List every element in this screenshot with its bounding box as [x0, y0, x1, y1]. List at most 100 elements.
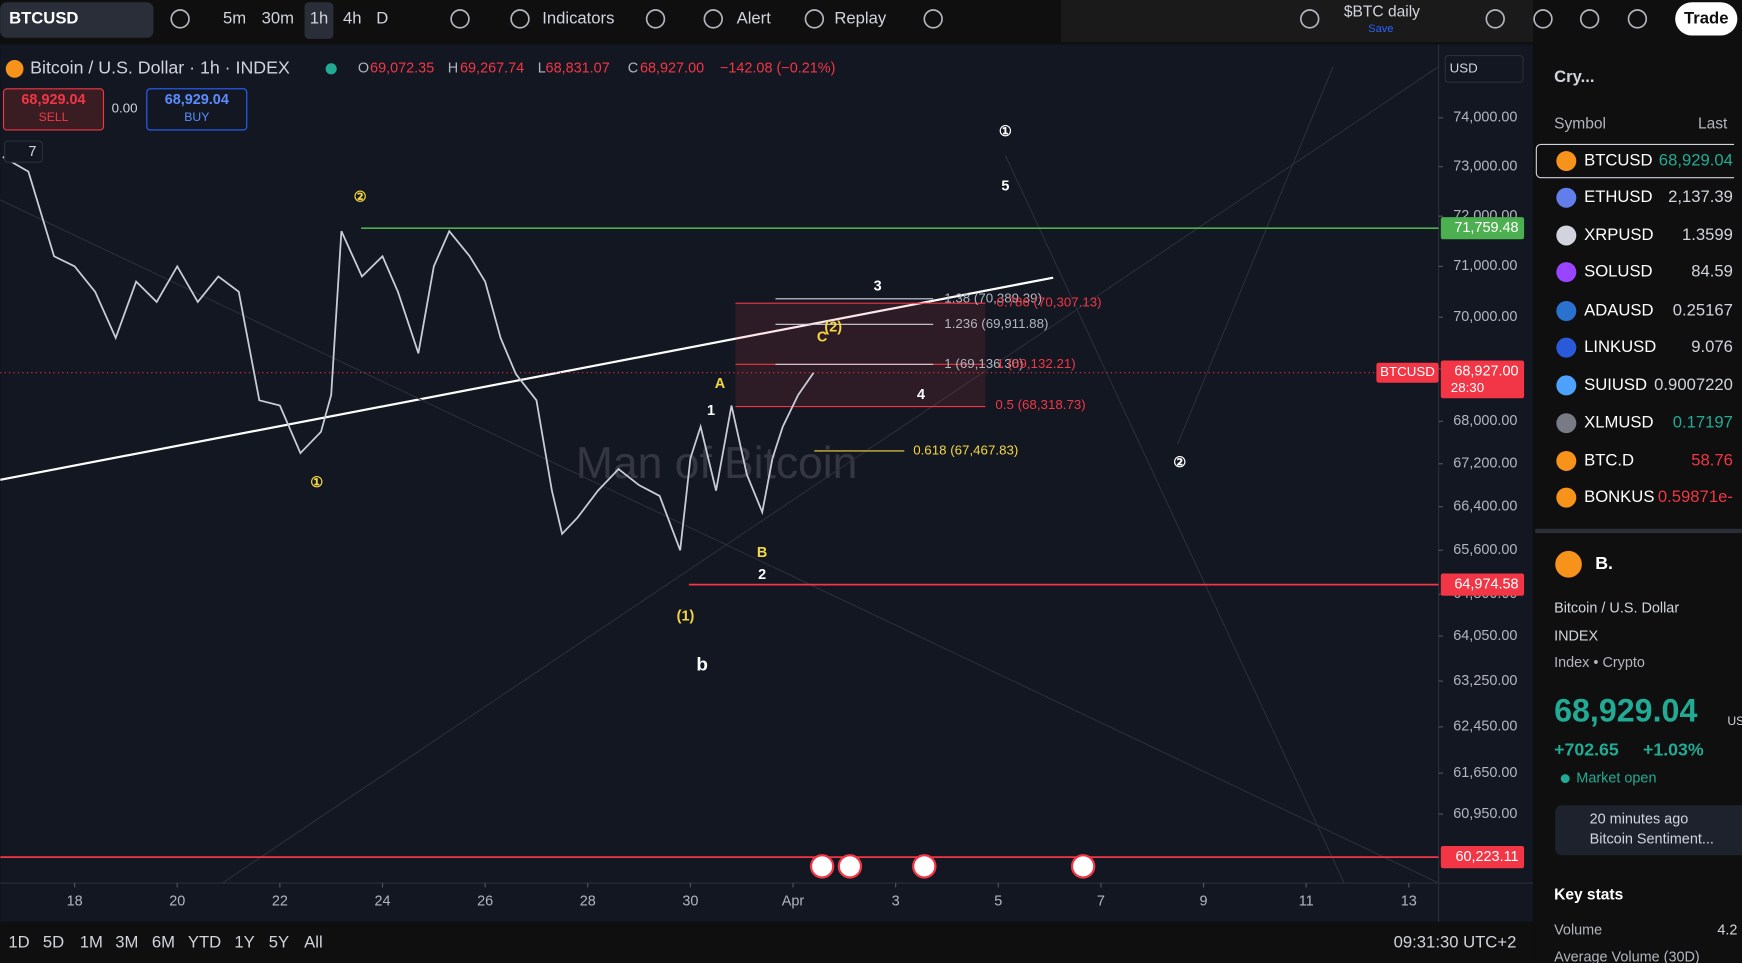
- annotation: 0.786 (70,307.13): [997, 295, 1102, 310]
- news-title[interactable]: Bitcoin Sentiment...: [1590, 832, 1714, 848]
- row-symbol[interactable]: XRPUSD: [1584, 225, 1653, 244]
- row-last[interactable]: 9.076: [1691, 337, 1733, 356]
- currency-select[interactable]: [1444, 54, 1524, 83]
- detail-exchange: INDEX: [1554, 628, 1598, 644]
- row-icon: [1556, 413, 1577, 434]
- indicator-toggle[interactable]: [4, 140, 43, 163]
- layout-name[interactable]: $BTC daily: [1344, 3, 1420, 20]
- toolbar-icon[interactable]: [703, 9, 723, 29]
- buy-button[interactable]: [146, 88, 248, 131]
- row-icon: [1556, 301, 1577, 321]
- trade-button-label[interactable]: Trade: [1684, 8, 1728, 27]
- alert-button[interactable]: Alert: [737, 8, 772, 27]
- replay-button[interactable]: Replay: [834, 8, 887, 27]
- row-symbol[interactable]: SUIUSD: [1584, 375, 1647, 394]
- column-header: Symbol: [1554, 116, 1606, 133]
- y-tick-label: 67,200.00: [1453, 456, 1517, 472]
- row-symbol[interactable]: LINKUSD: [1584, 337, 1656, 356]
- price-tag: [1440, 360, 1525, 399]
- x-tick-label: 20: [169, 894, 185, 910]
- toolbar-icon[interactable]: [1627, 9, 1648, 29]
- interval-button[interactable]: 1h: [310, 8, 329, 27]
- row-last[interactable]: 1.3599: [1682, 225, 1733, 244]
- trade-button[interactable]: [1675, 2, 1738, 36]
- chart-pane: [0, 44, 1533, 922]
- toolbar-icon[interactable]: [645, 9, 666, 29]
- interval-button[interactable]: 5m: [223, 8, 246, 27]
- indicator-count[interactable]: 7: [28, 144, 36, 160]
- range-button[interactable]: 1Y: [234, 932, 254, 951]
- y-tick-label: 71,000.00: [1453, 258, 1517, 274]
- row-last[interactable]: 68,929.04: [1659, 150, 1733, 169]
- range-button[interactable]: All: [304, 932, 323, 951]
- row-icon: [1556, 262, 1577, 283]
- panel-clip: [1734, 142, 1742, 520]
- event-icon: [837, 854, 863, 879]
- range-button[interactable]: YTD: [188, 932, 221, 951]
- symbol-tag-label: BTCUSD: [1380, 364, 1435, 379]
- y-tick-label: 73,000.00: [1453, 159, 1517, 175]
- x-tick-label: Apr: [782, 894, 805, 910]
- indicators-button[interactable]: Indicators: [542, 8, 614, 27]
- x-tick-label: 5: [994, 894, 1002, 910]
- level-tag: [1440, 217, 1525, 240]
- news-card[interactable]: [1555, 805, 1742, 856]
- symbol-tag: [1376, 362, 1439, 383]
- row-symbol[interactable]: BTC.D: [1584, 450, 1634, 469]
- watermark: Man of Bitcoin: [576, 439, 857, 488]
- row-last[interactable]: 2,137.39: [1668, 187, 1733, 206]
- row-symbol[interactable]: ETHUSD: [1584, 187, 1652, 206]
- market-status: Market open: [1576, 770, 1656, 786]
- toolbar-icon[interactable]: [1300, 9, 1320, 29]
- interval-button[interactable]: 30m: [262, 8, 294, 27]
- interval-button[interactable]: 4h: [343, 8, 362, 27]
- row-last[interactable]: 0.25167: [1673, 300, 1733, 319]
- symbol-icon: [5, 59, 24, 78]
- range-button[interactable]: 6M: [152, 932, 175, 951]
- range-button[interactable]: 3M: [115, 932, 138, 951]
- x-tick-label: 11: [1299, 894, 1314, 910]
- toolbar-icon[interactable]: [923, 9, 943, 29]
- toolbar-icon[interactable]: [1533, 9, 1553, 29]
- row-last[interactable]: 84.59: [1691, 262, 1733, 281]
- x-tick-label: 13: [1401, 894, 1417, 910]
- event-icon: [912, 854, 937, 879]
- row-icon: [1556, 151, 1577, 172]
- toolbar-icon[interactable]: [170, 9, 190, 29]
- row-last[interactable]: 0.9007220: [1654, 375, 1733, 394]
- toolbar-icon[interactable]: [804, 9, 825, 29]
- symbol-search[interactable]: [0, 2, 154, 38]
- annotation: 0.618 (67,467.83): [913, 442, 1018, 457]
- range-button[interactable]: 1M: [80, 932, 103, 951]
- symbol[interactable]: BTCUSD: [9, 8, 78, 27]
- range-button[interactable]: 1D: [8, 932, 29, 951]
- row-symbol[interactable]: BONKUS: [1584, 487, 1654, 506]
- annotation: A: [715, 376, 726, 392]
- toolbar-icon[interactable]: [450, 9, 470, 29]
- toolbar-icon[interactable]: [1579, 9, 1600, 29]
- y-tick-label: 61,650.00: [1453, 765, 1517, 781]
- sell-price[interactable]: 68,929.04: [21, 92, 85, 108]
- row-symbol[interactable]: BTCUSD: [1584, 150, 1652, 169]
- row-symbol[interactable]: XLMUSD: [1584, 413, 1653, 432]
- annotation: ①: [999, 124, 1012, 140]
- range-button[interactable]: 5Y: [269, 932, 289, 951]
- range-button[interactable]: 5D: [43, 932, 64, 951]
- row-last[interactable]: 58.76: [1691, 450, 1733, 469]
- row-symbol[interactable]: ADAUSD: [1584, 300, 1653, 319]
- save-status: Save: [1368, 23, 1393, 35]
- watchlist-title[interactable]: Cry...: [1554, 67, 1594, 86]
- news-time[interactable]: 20 minutes ago: [1590, 812, 1689, 828]
- buy-price[interactable]: 68,929.04: [165, 92, 229, 108]
- toolbar-icon[interactable]: [1485, 9, 1505, 29]
- sell-label[interactable]: SELL: [39, 110, 69, 124]
- interval-button[interactable]: D: [376, 8, 388, 27]
- buy-label[interactable]: BUY: [184, 110, 209, 124]
- row-symbol[interactable]: SOLUSD: [1584, 262, 1653, 281]
- sell-button[interactable]: [2, 88, 105, 131]
- currency[interactable]: USD: [1450, 60, 1478, 75]
- row-last[interactable]: 0.17197: [1673, 413, 1733, 432]
- toolbar-icon[interactable]: [510, 9, 530, 29]
- row-last[interactable]: 0.59871e-: [1658, 487, 1733, 506]
- x-tick-label: 30: [682, 894, 698, 910]
